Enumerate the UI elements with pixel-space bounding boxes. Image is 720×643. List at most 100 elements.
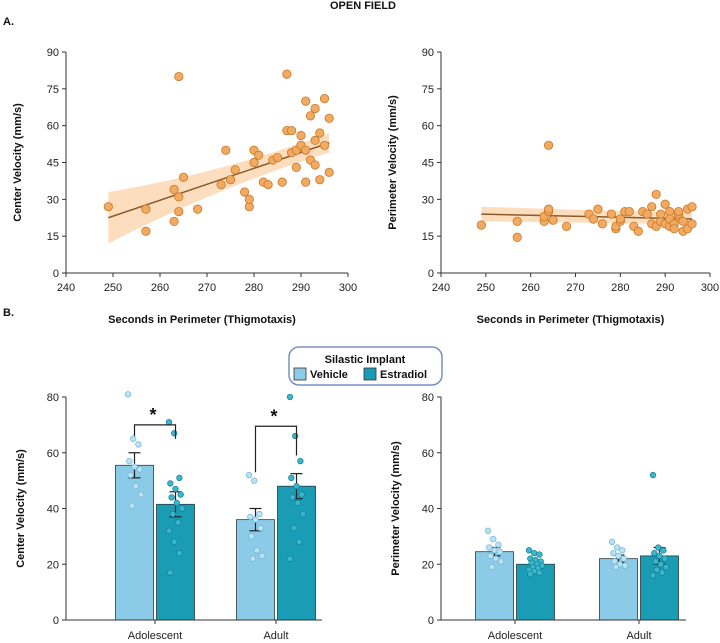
- b1-data-point: [171, 538, 178, 546]
- b1-y-tick-label: 80: [47, 392, 59, 404]
- b2-y-tick-label: 40: [422, 504, 434, 516]
- b1-significance-bracket: [133, 424, 177, 439]
- b1-data-point: [295, 538, 303, 546]
- b2-data-point: [497, 558, 505, 565]
- b2-data-point: [612, 563, 620, 571]
- b1-data-point: [249, 555, 257, 562]
- legend-title: Silastic Implant: [325, 354, 406, 366]
- b1-data-point: [132, 483, 139, 490]
- b2-data-point: [536, 569, 543, 576]
- b2-y-tick-label: 80: [422, 392, 434, 404]
- a1-data-point: [291, 162, 301, 173]
- b2-data-point: [490, 536, 497, 543]
- b1-data-point: [126, 457, 133, 465]
- b1-y-tick-label: 20: [47, 559, 59, 571]
- legend-label-vehicle: Vehicle: [310, 369, 348, 381]
- a2-data-point: [593, 204, 603, 214]
- a1-y-tick-label: 75: [47, 84, 59, 96]
- b2-data-point: [661, 555, 668, 562]
- b1-data-point: [248, 533, 255, 540]
- b2-y-tick-label: 60: [422, 448, 434, 460]
- a1-data-point: [249, 157, 259, 168]
- b1-data-point: [131, 463, 138, 470]
- a1-data-point: [193, 204, 203, 214]
- b2-data-point: [619, 547, 626, 554]
- b1-data-point: [165, 418, 173, 426]
- a1-data-point: [174, 71, 184, 82]
- b2-data-point: [621, 562, 629, 569]
- a2-data-point: [588, 214, 599, 224]
- b1-data-point: [286, 555, 294, 562]
- b2-data-point: [491, 547, 498, 554]
- b1-data-point: [176, 549, 183, 557]
- b2-data-point: [608, 538, 616, 546]
- b1-data-point: [290, 524, 298, 532]
- b1-data-point: [172, 485, 179, 493]
- a2-x-tick-label: 250: [477, 282, 495, 294]
- b1-significance-star: *: [149, 405, 156, 425]
- a1-data-point: [282, 69, 292, 79]
- a1-x-tick-label: 290: [292, 282, 310, 294]
- a2-data-point: [656, 209, 666, 219]
- a1-data-point: [169, 216, 179, 227]
- a2-data-point: [615, 214, 625, 224]
- b1-data-point: [177, 491, 184, 498]
- a1-data-point: [221, 145, 231, 155]
- a1-data-point: [286, 125, 297, 136]
- a1-x-axis-label: Seconds in Perimeter (Thigmotaxis): [108, 314, 296, 326]
- a2-y-tick-label: 0: [428, 268, 434, 280]
- a2-data-point: [606, 209, 616, 219]
- a1-data-point: [103, 202, 113, 212]
- a1-data-point: [301, 96, 311, 106]
- a1-x-tick-label: 250: [104, 282, 122, 294]
- a2-x-tick-label: 260: [521, 282, 539, 294]
- a1-data-point: [169, 184, 179, 195]
- b1-data-point: [294, 499, 301, 507]
- a1-y-axis-label: Center Velocity (mm/s): [12, 103, 24, 222]
- b1-data-point: [286, 393, 294, 401]
- b2-data-point: [614, 544, 621, 551]
- b2-data-point: [656, 552, 663, 560]
- a1-data-point: [244, 194, 254, 204]
- a2-data-point: [543, 140, 554, 150]
- a1-data-point: [319, 94, 330, 104]
- b1-y-tick-label: 40: [47, 504, 59, 516]
- bar-center-velocity: Adolescent Adult * * 0 20 40 60 80 Center Velocit…: [15, 391, 322, 642]
- b2-data-point: [488, 563, 496, 571]
- b2-data-point: [649, 471, 657, 479]
- a2-data-point: [687, 219, 697, 229]
- a2-y-tick-label: 60: [422, 121, 434, 133]
- a1-data-point: [310, 103, 320, 114]
- a1-data-point: [305, 111, 315, 121]
- a2-data-point: [674, 207, 684, 217]
- a1-x-tick-label: 240: [57, 282, 75, 294]
- a2-data-point: [669, 224, 679, 234]
- b1-data-point: [253, 547, 260, 554]
- b1-data-point: [135, 441, 142, 448]
- a2-y-axis-label: Perimeter Velocity (mm/s): [387, 95, 399, 230]
- a1-data-point: [315, 175, 325, 185]
- a1-y-tick-label: 60: [47, 121, 59, 133]
- bar-perimeter-velocity: Adolescent Adult 0 20 40 60 80 Perimeter Veloci…: [390, 392, 686, 642]
- a2-y-tick-label: 45: [422, 158, 434, 170]
- b2-data-point: [658, 569, 666, 576]
- a1-data-point: [141, 204, 151, 214]
- a1-y-tick-label: 45: [47, 158, 59, 170]
- legend-swatch-vehicle: [293, 367, 307, 381]
- b2-data-point: [487, 552, 494, 560]
- legend: Silastic Implant Vehicle Estradiol: [288, 346, 443, 386]
- a1-y-tick-label: 15: [47, 231, 59, 243]
- b2-data-point: [527, 570, 534, 578]
- a2-data-point: [597, 219, 608, 229]
- b1-data-point: [127, 471, 134, 479]
- b2-data-point: [652, 558, 659, 565]
- a2-x-tick-label: 280: [611, 282, 629, 294]
- b2-bar-vehicle: [599, 558, 638, 621]
- b2-data-point: [484, 527, 492, 534]
- a1-x-tick-label: 260: [151, 282, 169, 294]
- b2-data-point: [651, 549, 658, 557]
- a1-data-point: [240, 187, 250, 197]
- b2-y-axis-label: Perimeter Velocity (mm/s): [390, 441, 402, 576]
- b2-data-point: [486, 544, 493, 551]
